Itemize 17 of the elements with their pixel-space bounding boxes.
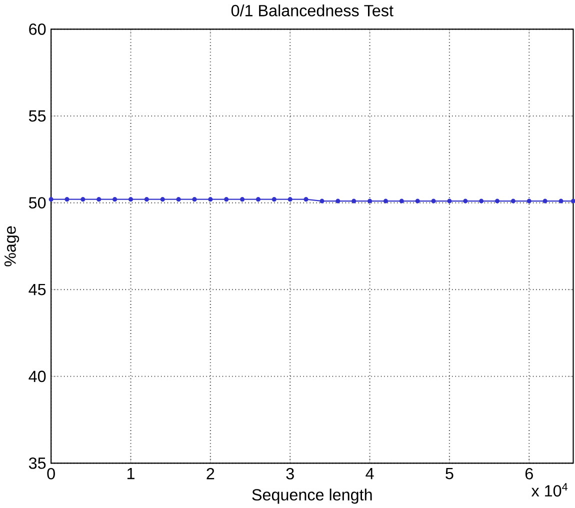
y-tick-label: 35 [28,457,46,469]
y-tick-label: 60 [29,23,46,35]
x-tick-label: 4 [366,468,374,479]
y-tick-label: 55 [28,110,46,122]
x-tick-label: 0 [47,468,55,480]
y-tick-label: 40 [28,370,46,382]
x-tick-label: 1 [127,468,134,479]
x-tick-label: 5 [446,468,454,480]
text: x 10$^{4}$ [531,483,568,496]
x-axis-title: Sequence length [252,488,372,504]
y-axis-title: %age [4,226,20,266]
y-tick-label: 45 [28,284,46,296]
x-tick-label: 3 [286,468,294,480]
x-tick-label: 6 [525,468,533,480]
chart-title: 0/1 Balancedness Test [231,4,394,16]
y-tick-label: 50 [28,196,46,208]
x-tick-label: 2 [206,468,214,480]
